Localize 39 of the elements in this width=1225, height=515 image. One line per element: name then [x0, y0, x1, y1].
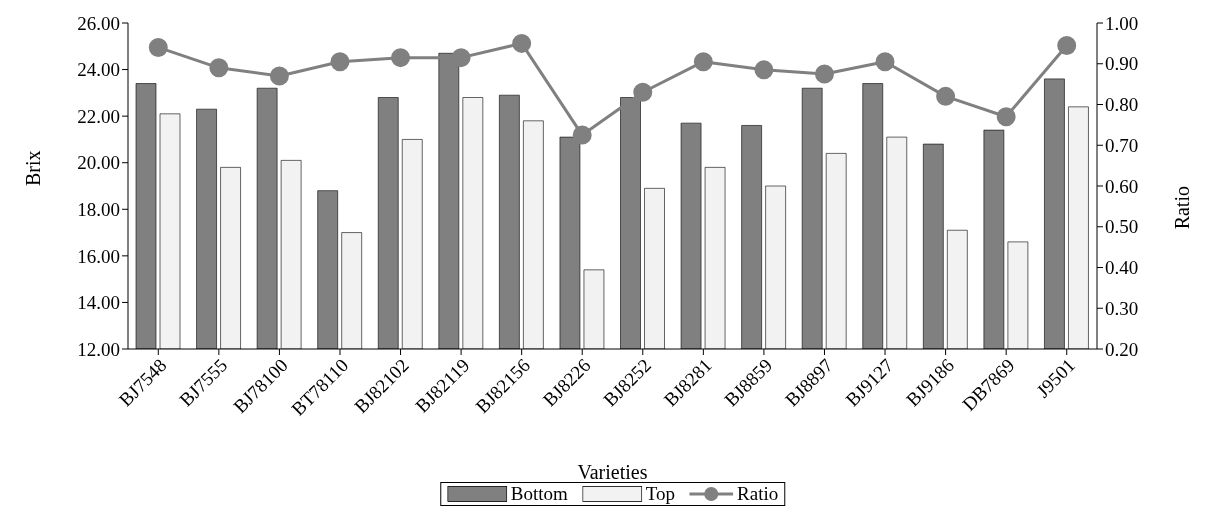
legend-label: Bottom: [510, 483, 568, 505]
y-tick-label: 24.00: [77, 59, 120, 81]
point: [269, 66, 289, 86]
point: [633, 82, 653, 102]
point: [148, 37, 168, 57]
y2-tick-label: 0.50: [1105, 216, 1139, 238]
y-tick-label: 20.00: [77, 152, 120, 174]
y2-tick-label: 0.60: [1105, 175, 1139, 197]
y-tick-label: 26.00: [77, 12, 120, 34]
y2-tick-label: 0.40: [1105, 257, 1139, 279]
y-tick-label: 18.00: [77, 199, 120, 221]
point: [936, 86, 956, 106]
x-axis-title: Varieties: [577, 461, 648, 483]
y2-tick-label: 1.00: [1105, 12, 1139, 34]
point: [330, 52, 350, 72]
point: [512, 33, 532, 53]
y2-tick-label: 0.20: [1105, 338, 1139, 360]
point: [572, 125, 592, 145]
y2-tick-label: 0.80: [1105, 94, 1139, 116]
y-tick-label: 12.00: [77, 338, 120, 360]
y2-axis-title: Ratio: [1171, 186, 1194, 230]
y2-tick-label: 0.30: [1105, 297, 1139, 319]
y2-tick-label: 0.70: [1105, 134, 1139, 156]
point: [814, 64, 834, 84]
y-tick-label: 14.00: [77, 292, 120, 314]
point: [209, 58, 229, 78]
point: [451, 48, 471, 68]
legend-label: Ratio: [737, 483, 779, 505]
y2-tick-label: 0.90: [1105, 53, 1139, 75]
point: [754, 60, 774, 80]
point: [996, 107, 1016, 127]
y-tick-label: 22.00: [77, 105, 120, 127]
point: [1057, 35, 1077, 55]
point: [391, 48, 411, 68]
y-tick-label: 16.00: [77, 245, 120, 267]
legend-label: Top: [645, 483, 676, 505]
y-axis-title: Brix: [22, 150, 45, 186]
point: [693, 52, 713, 72]
point: [875, 52, 895, 72]
